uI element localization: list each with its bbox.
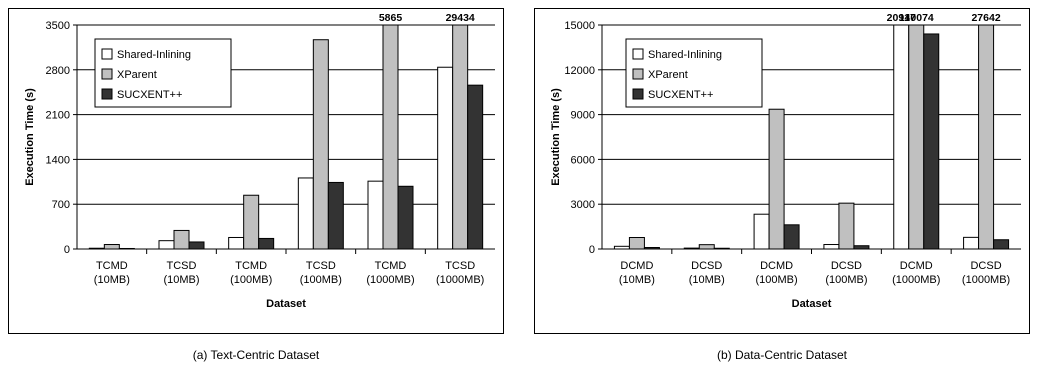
bar-shared-inlining <box>158 240 175 250</box>
overflow-value-label: 29434 <box>446 12 475 24</box>
bar-shared-inlining <box>367 180 384 250</box>
y-tick-label: 3000 <box>571 199 595 211</box>
bar-xparent <box>978 24 995 250</box>
bar-xparent <box>698 244 715 250</box>
bar-xparent <box>173 229 190 250</box>
y-tick-label: 3500 <box>46 20 70 32</box>
bar-xparent <box>452 24 469 250</box>
caption-data-centric: (b) Data-Centric Dataset <box>716 348 848 362</box>
x-tick-label: TCSD <box>306 260 336 272</box>
legend-label: SUCXENT++ <box>117 89 182 101</box>
y-tick-label: 1400 <box>46 154 70 166</box>
bar-shared-inlining <box>297 177 314 250</box>
chart-panel-data-centric: 0 3000 6000 9000 12000 15000 DCMD (10MB) DCSD (10… <box>534 8 1030 334</box>
chart-data-centric: 0 3000 6000 9000 12000 15000 DCMD (10MB) DCSD (10… <box>550 12 1021 310</box>
legend-label: SUCXENT++ <box>648 89 713 101</box>
overflow-value-label: 5865 <box>379 12 403 24</box>
bar-xparent <box>103 244 120 250</box>
y-axis-title: Execution Time (s) <box>550 88 562 186</box>
legend-box <box>625 38 763 108</box>
y-tick-label: 6000 <box>571 154 595 166</box>
x-tick-label-size: (1000MB) <box>436 274 484 286</box>
overflow-value-label: 27642 <box>971 12 1000 24</box>
bar-sucxent- <box>327 181 344 250</box>
legend-swatch <box>632 48 644 60</box>
legend-swatch <box>101 48 113 60</box>
bar-shared-inlining <box>753 213 770 250</box>
bar-xparent <box>838 202 855 250</box>
x-tick-label: TCMD <box>96 260 128 272</box>
bar-xparent <box>908 24 925 250</box>
bar-shared-inlining <box>963 236 980 250</box>
chart-text-centric: 0 700 1400 2100 2800 3500 TCMD (10MB) TCSD (10MB)… <box>24 12 495 310</box>
bar-xparent <box>382 24 399 250</box>
x-tick-label-size: (100MB) <box>300 274 342 286</box>
y-tick-label: 2800 <box>46 65 70 77</box>
x-axis-title: Dataset <box>792 298 832 310</box>
x-tick-label-size: (1000MB) <box>892 274 940 286</box>
x-tick-label: DCSD <box>691 260 722 272</box>
x-axis-title: Dataset <box>266 298 306 310</box>
bar-xparent <box>243 194 260 250</box>
x-tick-label: DCSD <box>970 260 1001 272</box>
overflow-value-label: 140074 <box>899 12 934 24</box>
bar-sucxent- <box>993 239 1010 250</box>
x-tick-label: DCSD <box>831 260 862 272</box>
legend-label: Shared-Inlining <box>648 49 722 61</box>
y-tick-label: 0 <box>64 244 70 256</box>
x-tick-label-size: (100MB) <box>825 274 867 286</box>
x-tick-label: TCMD <box>235 260 267 272</box>
y-tick-label: 700 <box>52 199 70 211</box>
overflow-value-label: 20917 <box>887 12 916 24</box>
x-tick-label-size: (10MB) <box>163 274 199 286</box>
y-axis-title: Execution Time (s) <box>24 88 36 186</box>
x-tick-label: DCMD <box>620 260 653 272</box>
chart-panel-text-centric: 0 700 1400 2100 2800 3500 TCMD (10MB) TCSD (10MB)… <box>8 8 504 334</box>
legend-label: XParent <box>648 69 688 81</box>
legend: Shared-Inlining XParent SUCXENT++ <box>94 38 232 108</box>
bar-sucxent- <box>783 224 800 250</box>
bar-sucxent- <box>923 33 940 250</box>
y-tick-label: 9000 <box>571 110 595 122</box>
legend-label: Shared-Inlining <box>117 49 191 61</box>
bar-shared-inlining <box>893 24 910 250</box>
x-tick-label: DCMD <box>760 260 793 272</box>
bar-sucxent- <box>467 84 484 250</box>
bar-xparent <box>628 237 645 250</box>
bar-shared-inlining <box>437 66 454 250</box>
x-tick-label-size: (100MB) <box>230 274 272 286</box>
legend-box <box>94 38 232 108</box>
legend-label: XParent <box>117 69 157 81</box>
bar-xparent <box>312 39 329 250</box>
x-tick-label-size: (1000MB) <box>962 274 1010 286</box>
x-tick-label-size: (10MB) <box>94 274 130 286</box>
x-tick-label-size: (10MB) <box>689 274 725 286</box>
y-tick-label: 12000 <box>564 65 595 77</box>
x-tick-label: DCMD <box>900 260 933 272</box>
x-tick-label-size: (100MB) <box>755 274 797 286</box>
bar-shared-inlining <box>823 244 840 250</box>
legend-swatch <box>632 88 644 100</box>
legend-swatch <box>101 68 113 80</box>
x-tick-label: TCSD <box>167 260 197 272</box>
caption-text-centric: (a) Text-Centric Dataset <box>192 348 320 362</box>
bar-xparent <box>768 108 785 250</box>
bar-sucxent- <box>188 241 205 250</box>
legend: Shared-Inlining XParent SUCXENT++ <box>625 38 763 108</box>
legend-swatch <box>101 88 113 100</box>
x-tick-label: TCMD <box>375 260 407 272</box>
x-tick-label: TCSD <box>445 260 475 272</box>
bar-sucxent- <box>258 237 275 250</box>
x-tick-label-size: (1000MB) <box>366 274 414 286</box>
bar-shared-inlining <box>228 236 245 250</box>
x-tick-label-size: (10MB) <box>619 274 655 286</box>
bar-sucxent- <box>397 185 414 250</box>
legend-swatch <box>632 68 644 80</box>
y-tick-label: 2100 <box>46 110 70 122</box>
y-tick-label: 15000 <box>564 20 595 32</box>
y-tick-label: 0 <box>589 244 595 256</box>
